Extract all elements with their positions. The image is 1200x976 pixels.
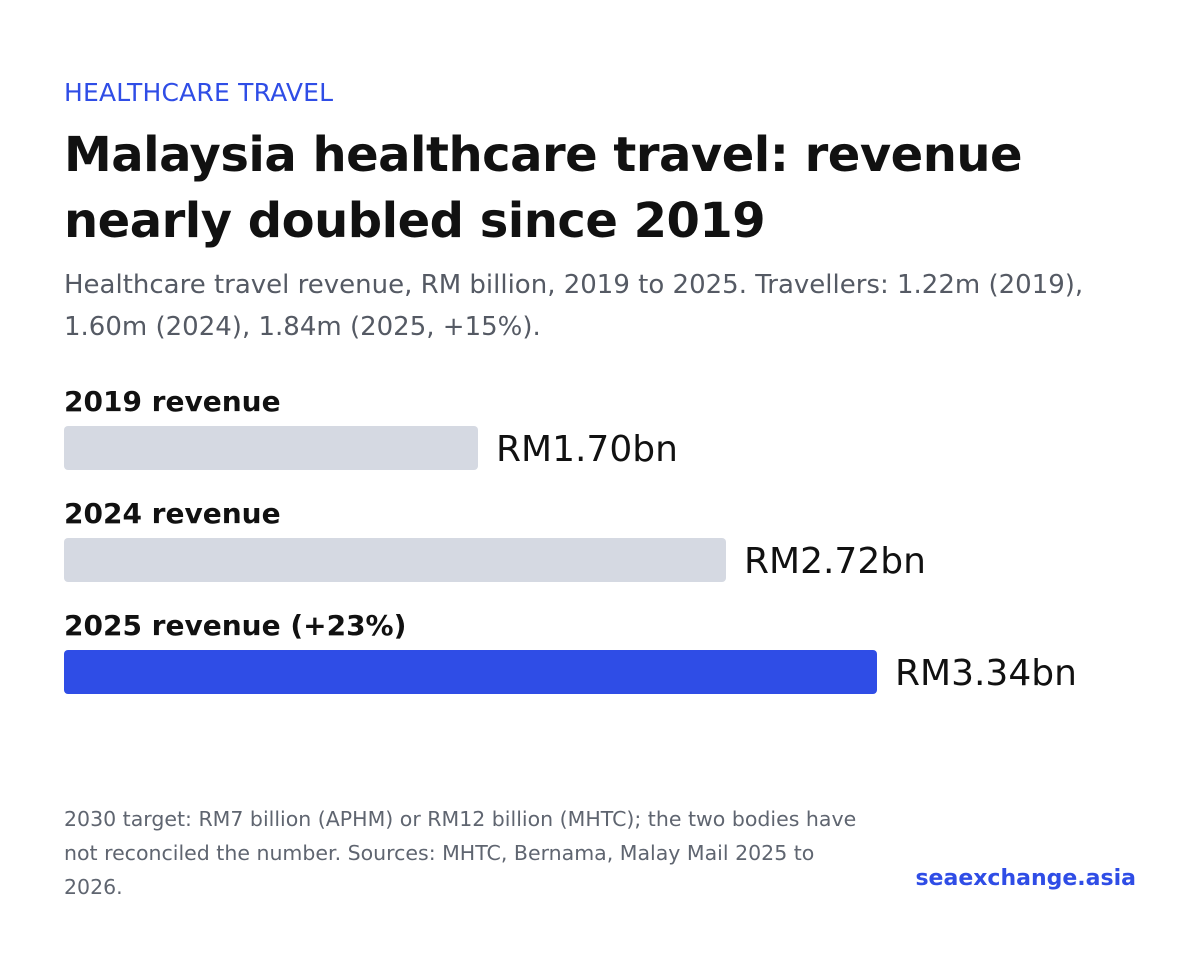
bar-category-label: 2019 revenue: [64, 385, 281, 418]
bar-value-label: RM3.34bn: [895, 653, 1077, 694]
chart-kicker: HEALTHCARE TRAVEL: [64, 78, 334, 107]
bar-category-label: 2025 revenue (+23%): [64, 609, 406, 642]
bar: [64, 426, 478, 470]
chart-title: Malaysia healthcare travel: revenue near…: [64, 127, 1023, 249]
bar: [64, 650, 877, 694]
bar-value-label: RM2.72bn: [744, 541, 926, 582]
bar: [64, 538, 726, 582]
bar-chart: 2019 revenue RM1.70bn 2024 revenue RM2.72bn…: [64, 378, 1164, 718]
bar-chart-svg: 2019 revenue RM1.70bn 2024 revenue RM2.72bn…: [64, 385, 1077, 694]
bar-category-label: 2024 revenue: [64, 497, 281, 530]
chart-subtitle: Healthcare travel revenue, RM billion, 2…: [64, 270, 1084, 342]
bar-value-label: RM1.70bn: [496, 429, 678, 470]
brand-link[interactable]: seaexchange.asia: [915, 866, 1136, 891]
footnote: 2030 target: RM7 billion (APHM) or RM12 …: [64, 807, 857, 899]
